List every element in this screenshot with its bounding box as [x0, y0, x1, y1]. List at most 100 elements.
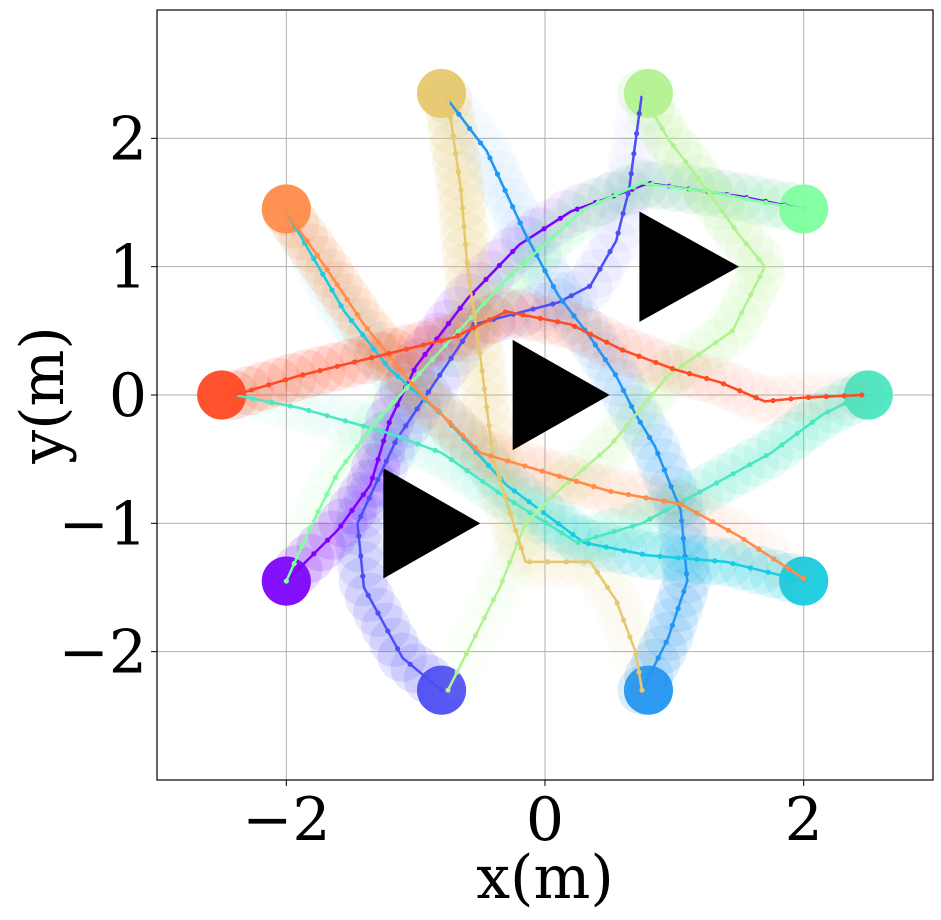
- trajectory-point: [375, 456, 381, 463]
- trajectory-point: [603, 544, 609, 550]
- trajectory-point: [467, 125, 473, 132]
- trajectory-point: [283, 208, 289, 215]
- trajectory-point: [354, 311, 360, 317]
- trajectory-point: [343, 459, 349, 465]
- trajectory-line: [285, 210, 804, 583]
- trajectory-point: [550, 283, 557, 290]
- trajectory-point: [625, 191, 631, 197]
- trajectory-point: [614, 600, 620, 606]
- trajectory-point: [429, 356, 435, 363]
- robot-start: [623, 68, 674, 118]
- trajectory-point: [324, 267, 330, 273]
- trajectory-point: [756, 546, 762, 552]
- trajectory-point: [741, 536, 747, 542]
- trajectory-point: [459, 338, 466, 344]
- trajectory-point: [637, 406, 643, 413]
- trajectory-point: [466, 278, 473, 284]
- trajectory-point: [354, 443, 361, 449]
- trajectory-point: [486, 422, 492, 428]
- trajectory-point: [786, 566, 792, 572]
- trajectory-point: [334, 282, 340, 288]
- x-tick-label: −2: [242, 785, 330, 855]
- trajectory-point: [378, 413, 384, 419]
- trajectory-point: [556, 473, 562, 479]
- trajectory-point: [486, 317, 493, 323]
- trajectory-point: [510, 204, 516, 210]
- trajectory-point: [477, 350, 483, 356]
- trajectory-point: [542, 268, 548, 274]
- trajectory-point: [570, 531, 576, 538]
- trajectory-point: [536, 247, 542, 253]
- robot-start: [416, 68, 467, 118]
- trajectory-point: [643, 495, 649, 501]
- trajectory-point: [696, 351, 702, 357]
- trajectory-point: [462, 241, 469, 248]
- trajectory-point: [342, 418, 348, 424]
- trajectory-point: [756, 256, 762, 263]
- trajectory-point: [464, 467, 470, 474]
- trajectory-point: [620, 210, 626, 217]
- trajectory-point: [459, 432, 466, 438]
- trajectory-point: [505, 458, 511, 464]
- trajectory-point: [456, 111, 462, 117]
- trajectory-point: [591, 483, 597, 490]
- trajectory-point: [375, 610, 381, 616]
- trajectory-point: [472, 633, 479, 639]
- trajectory-point: [494, 171, 501, 177]
- trajectory-point: [801, 206, 807, 212]
- trajectory-point: [414, 406, 420, 412]
- trajectory-point: [679, 517, 685, 524]
- trajectory-point: [442, 342, 448, 349]
- trajectory-point: [517, 220, 523, 226]
- trajectory-point: [508, 272, 514, 279]
- trajectory-point: [730, 560, 736, 567]
- trajectory-point: [409, 381, 415, 387]
- trajectory-point: [560, 298, 566, 305]
- trajectory-point: [324, 413, 330, 419]
- trajectory-point: [550, 301, 556, 307]
- trajectory-point: [794, 430, 800, 437]
- trajectory-point: [612, 371, 618, 378]
- trajectory-point: [719, 208, 725, 214]
- trajectory-point: [411, 367, 417, 373]
- trajectory-point: [650, 391, 656, 397]
- trajectory-point: [805, 394, 812, 400]
- trajectory-point: [398, 367, 404, 374]
- trajectory-point: [324, 537, 331, 543]
- trajectory-point: [551, 492, 557, 499]
- trajectory-point: [416, 371, 423, 377]
- trajectory-point: [639, 551, 645, 557]
- trajectory-point: [842, 400, 848, 407]
- trajectory-point: [703, 375, 710, 382]
- trajectory-point: [575, 539, 581, 545]
- trajectory-point: [375, 476, 381, 483]
- trajectory-point: [383, 458, 389, 464]
- trajectory-point: [637, 419, 643, 425]
- trajectory-point: [421, 394, 428, 400]
- trajectory-point: [720, 381, 727, 387]
- trajectory-point: [753, 395, 759, 401]
- trajectory-point: [348, 317, 355, 324]
- obstacle-triangle: [639, 211, 739, 322]
- trajectory-point: [611, 438, 617, 444]
- trajectory-point: [420, 342, 427, 348]
- trajectory-point: [788, 396, 794, 402]
- x-tick-label: 0: [526, 785, 564, 855]
- trajectory-point: [659, 126, 665, 132]
- trajectory-point: [573, 478, 580, 484]
- trajectory-point: [291, 561, 297, 567]
- trajectory-point: [314, 252, 320, 258]
- trajectory-point: [841, 393, 847, 399]
- trajectory-point: [459, 205, 466, 211]
- trajectory-point: [287, 403, 293, 409]
- trajectory-point: [360, 423, 367, 429]
- trajectory-point: [559, 530, 565, 536]
- trajectory-point: [539, 468, 545, 474]
- trajectory-point: [770, 397, 776, 404]
- trajectory-point: [382, 360, 388, 367]
- trajectory-point: [311, 255, 317, 262]
- trajectory-point: [365, 592, 371, 598]
- trajectory-point: [636, 353, 642, 359]
- trajectory-point: [366, 495, 372, 501]
- trajectory-point: [520, 312, 526, 318]
